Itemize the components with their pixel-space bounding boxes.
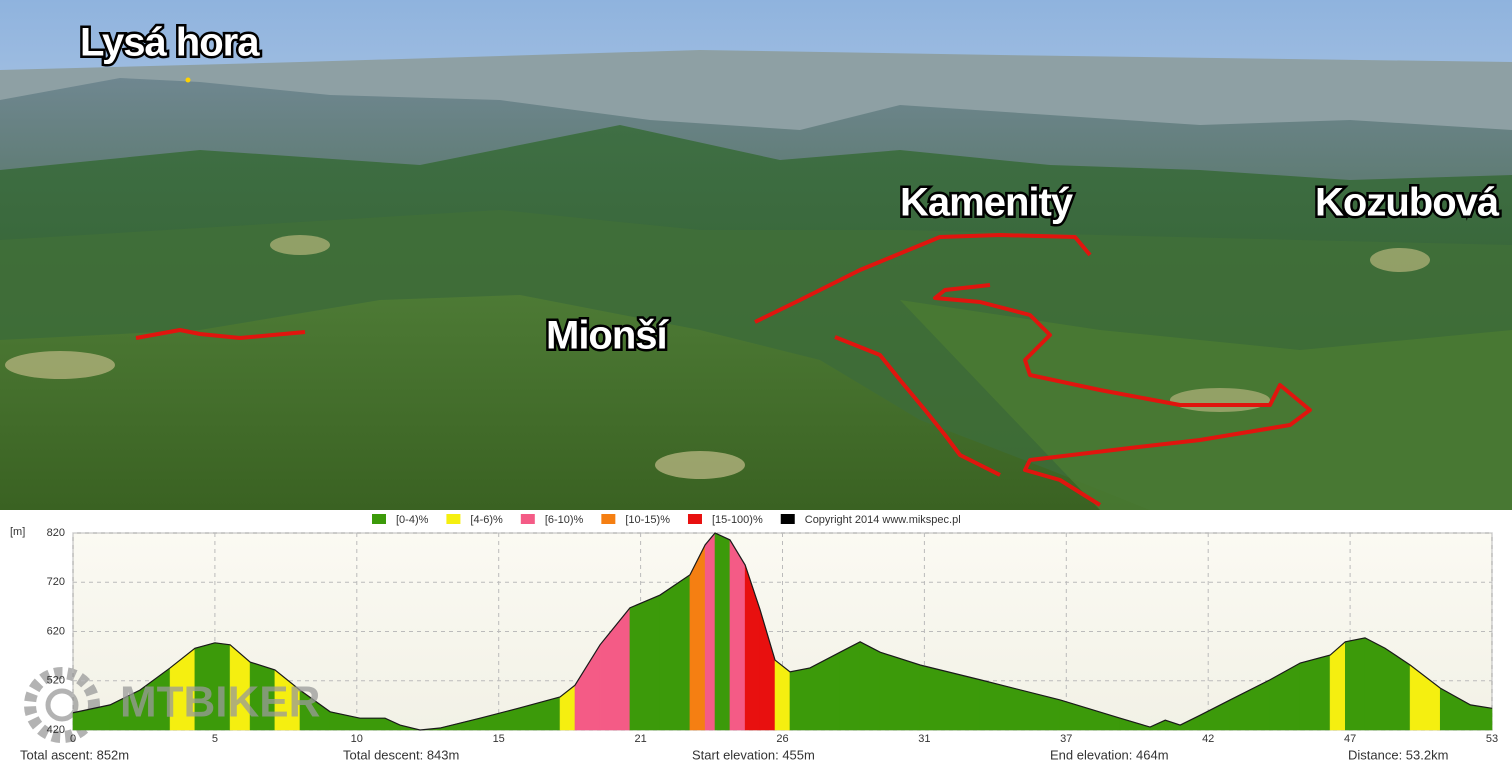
legend-swatch (372, 514, 386, 524)
legend-label: [0-4)% (396, 514, 429, 526)
y-tick-label: 820 (47, 527, 65, 539)
route-stat: Distance: 53.2km (1348, 747, 1448, 762)
x-tick-label: 15 (493, 733, 505, 745)
grade-segment (714, 532, 731, 731)
route-stat: Total descent: 843m (343, 747, 459, 762)
grade-segment (704, 532, 716, 731)
grade-segment (1344, 637, 1366, 731)
y-tick-label: 620 (47, 625, 65, 637)
x-tick-label: 0 (70, 733, 76, 745)
grade-segment (729, 538, 746, 731)
elevation-profile (72, 532, 1493, 731)
y-tick-label: 420 (47, 724, 65, 736)
x-tick-label: 37 (1060, 733, 1072, 745)
grade-segment (629, 594, 661, 731)
legend-label: [6-10)% (545, 514, 584, 526)
legend-swatch (687, 514, 702, 524)
legend-swatch (780, 514, 795, 524)
grade-segment (359, 717, 386, 731)
place-label: Kozubová (1315, 181, 1500, 225)
x-tick-label: 5 (212, 733, 218, 745)
grade-segment (1364, 637, 1386, 731)
grade-segment (789, 667, 811, 731)
legend-label: Copyright 2014 www.mikspec.pl (805, 514, 961, 526)
y-unit: [m] (10, 526, 25, 538)
grade-segment (1299, 654, 1331, 731)
legend-swatch (520, 514, 535, 524)
grade-segment (689, 544, 706, 731)
place-label: Lysá hora (80, 21, 260, 65)
x-tick-label: 26 (776, 733, 788, 745)
landscape-photo (0, 0, 1512, 510)
legend-label: [15-100)% (712, 514, 763, 526)
grade-segment (659, 574, 691, 731)
x-tick-label: 10 (351, 733, 363, 745)
x-tick-label: 53 (1486, 733, 1498, 745)
route-stat: Start elevation: 455m (692, 747, 815, 762)
x-tick-label: 31 (918, 733, 930, 745)
x-tick-label: 47 (1344, 733, 1356, 745)
y-tick-label: 720 (47, 576, 65, 588)
grade-segment (1329, 641, 1346, 731)
legend-label: [4-6)% (470, 514, 503, 526)
legend-swatch (446, 514, 461, 524)
watermark-gear (24, 667, 100, 743)
y-tick-label: 520 (47, 675, 65, 687)
watermark: MTBIKER (120, 678, 320, 727)
watermark-gear-hub (45, 688, 79, 722)
grade-segment (839, 641, 861, 731)
place-label: Mionší (546, 314, 670, 358)
grade-segment (1470, 704, 1493, 731)
x-tick-label: 42 (1202, 733, 1214, 745)
route-stat: Total ascent: 852m (20, 747, 129, 762)
legend-label: [10-15)% (625, 514, 670, 526)
legend-swatch (601, 514, 616, 524)
place-label: Kamenitý (900, 181, 1074, 225)
grade-segment (879, 651, 921, 731)
route-stat: End elevation: 464m (1050, 747, 1169, 762)
profile-line (72, 532, 1493, 731)
x-tick-label: 21 (634, 733, 646, 745)
grade-segment (859, 641, 881, 731)
